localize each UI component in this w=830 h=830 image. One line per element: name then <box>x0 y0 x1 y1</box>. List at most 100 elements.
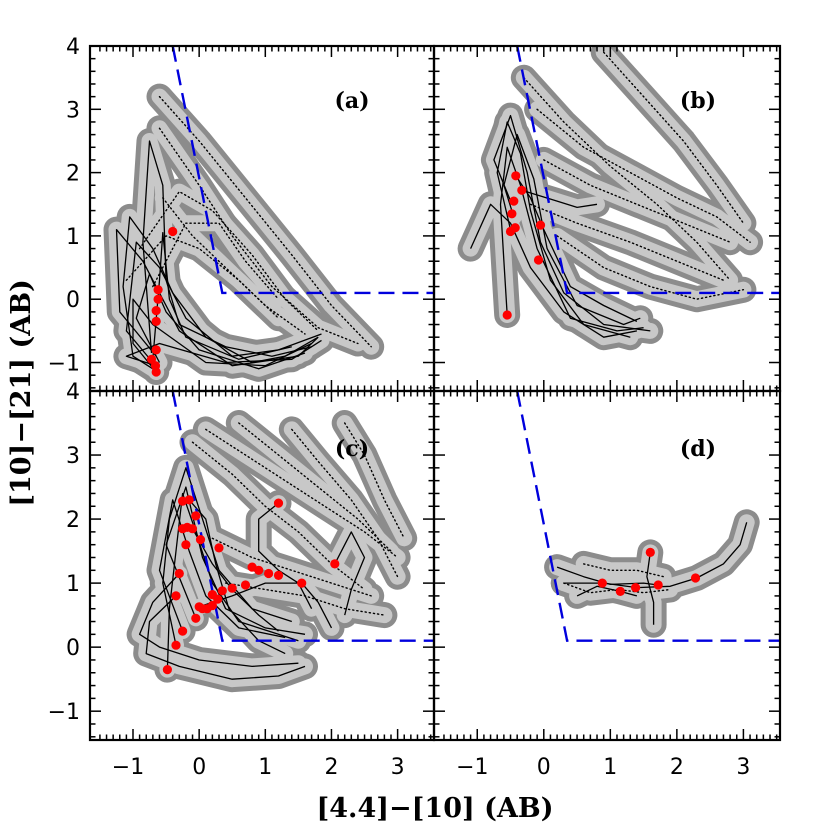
panel-b <box>457 46 780 351</box>
dotted-track <box>191 441 366 591</box>
panel-label: (a) <box>334 88 369 114</box>
dotted-track <box>162 197 306 335</box>
x-tick-label: 2 <box>670 755 684 780</box>
x-tick-label: 0 <box>537 755 551 780</box>
y-tick-label: 4 <box>66 380 80 405</box>
data-point <box>264 568 274 579</box>
dotted-track <box>238 422 392 552</box>
panel-d <box>516 391 780 642</box>
data-point <box>273 570 284 581</box>
data-point <box>653 580 663 590</box>
dotted-track <box>125 235 280 319</box>
data-point <box>151 306 161 316</box>
data-point <box>174 568 184 579</box>
data-point <box>178 524 188 534</box>
x-tick-label: 1 <box>258 755 272 780</box>
dotted-track <box>205 428 399 559</box>
data-point <box>181 540 191 550</box>
data-point <box>330 559 340 569</box>
y-tick-label: −1 <box>48 700 80 725</box>
panel-c <box>126 391 434 693</box>
data-point <box>535 220 546 230</box>
data-point <box>615 586 625 597</box>
x-tick-label: −1 <box>456 755 488 780</box>
selection-boundary <box>516 391 780 642</box>
data-point <box>217 586 227 596</box>
data-point <box>645 547 655 558</box>
data-point <box>505 226 516 237</box>
dotted-track <box>556 235 745 300</box>
selection-boundary <box>171 391 434 642</box>
selection-boundary <box>171 46 434 295</box>
dotted-track <box>603 51 745 224</box>
y-tick-label: −1 <box>48 352 80 377</box>
data-point <box>162 665 172 675</box>
data-point <box>207 600 217 611</box>
solid-track <box>521 189 598 209</box>
solid-track <box>138 573 299 668</box>
dotted-track <box>152 222 280 300</box>
solid-track <box>158 499 286 639</box>
dotted-track <box>291 428 399 578</box>
data-point <box>273 498 284 508</box>
data-point <box>597 578 607 588</box>
solid-track <box>125 241 322 363</box>
data-point <box>507 209 517 219</box>
solid-track <box>503 133 641 326</box>
track-halo-inner <box>575 555 672 585</box>
x-tick-label: 1 <box>603 755 617 780</box>
data-point <box>178 496 188 506</box>
solid-track <box>165 486 306 635</box>
data-point <box>511 171 521 181</box>
data-point <box>171 591 181 601</box>
solid-track <box>496 121 631 338</box>
ticks <box>434 45 780 391</box>
solid-track <box>132 298 312 373</box>
y-tick-label: 2 <box>66 508 80 533</box>
solid-track <box>470 203 638 338</box>
panel-label: (b) <box>680 88 716 114</box>
y-tick-label: 0 <box>66 288 80 313</box>
data-point <box>187 524 198 534</box>
solid-track <box>576 585 638 597</box>
data-point <box>153 294 163 304</box>
y-tick-label: 1 <box>66 572 80 597</box>
data-point <box>254 565 264 575</box>
dotted-track <box>536 108 751 243</box>
dotted-track <box>158 95 372 348</box>
data-point <box>191 511 201 521</box>
track-halo-inner <box>131 183 327 339</box>
solid-track <box>334 531 366 616</box>
y-tick-label: 0 <box>66 636 80 661</box>
selection-boundary <box>516 46 780 295</box>
solid-track <box>515 175 638 322</box>
solid-track <box>499 146 644 332</box>
x-tick-label: 3 <box>736 755 750 780</box>
panel-a <box>103 46 434 385</box>
data-point <box>207 590 217 600</box>
data-point <box>178 626 188 636</box>
data-point <box>297 578 307 588</box>
y-axis-title: [10]−[21] (AB) <box>6 279 37 507</box>
data-point <box>153 285 163 295</box>
panel-label: (c) <box>335 436 369 462</box>
data-point <box>191 613 201 623</box>
track-halo-inner <box>336 415 413 547</box>
data-point <box>631 583 641 593</box>
solid-track <box>646 552 655 625</box>
y-tick-label: 4 <box>66 35 80 60</box>
data-point <box>151 345 161 355</box>
solid-track <box>125 339 322 367</box>
data-point <box>533 255 544 265</box>
data-point <box>151 316 161 326</box>
data-point <box>517 185 527 195</box>
x-tick-label: 0 <box>192 755 206 780</box>
dotted-track <box>529 203 725 281</box>
data-point <box>240 580 251 590</box>
dotted-track <box>543 159 731 243</box>
data-point <box>690 573 701 583</box>
solid-track <box>152 232 292 360</box>
panel-frame <box>432 389 782 742</box>
y-tick-label: 3 <box>66 444 80 469</box>
